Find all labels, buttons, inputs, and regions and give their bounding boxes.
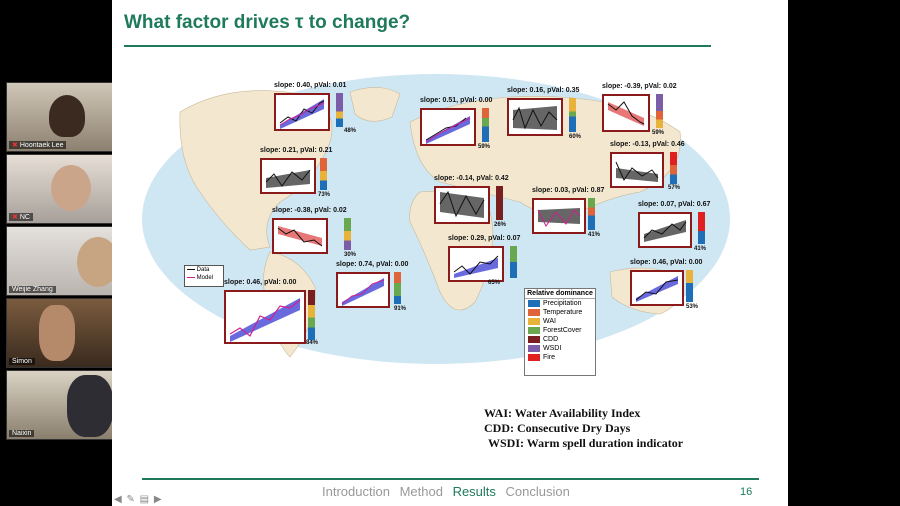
slide-title: What factor drives τ to change? <box>124 12 411 33</box>
panel-stat: slope: 0.21, pVal: 0.21 <box>260 147 333 154</box>
dominance-bar <box>588 198 595 230</box>
panel-plot <box>336 272 390 308</box>
panel-plot <box>532 198 586 234</box>
participant-name: Simon <box>9 358 35 365</box>
panel-plot <box>630 270 684 306</box>
menu-icon[interactable]: ▤ <box>139 494 151 505</box>
panel-stat: slope: 0.29, pVal: 0.07 <box>448 235 521 242</box>
panel-plot <box>274 93 330 131</box>
panel-percent: 26% <box>494 222 507 228</box>
pen-icon[interactable]: ✎ <box>126 494 136 505</box>
panel-percent: 59% <box>652 130 665 136</box>
panel-percent: 57% <box>668 185 681 191</box>
legend-item: Temperature <box>525 308 595 317</box>
participant-name: Weijie Zhang <box>9 286 56 293</box>
panel-stat: slope: -0.39, pVal: 0.02 <box>602 83 677 90</box>
participant-name: ✖ NC <box>9 213 33 221</box>
panel-plot <box>602 94 650 132</box>
panel-stat: slope: 0.74, pVal: 0.00 <box>336 261 409 268</box>
definition-wai: WAI: Water Availability Index <box>484 406 641 420</box>
definition-cdd: CDD: Consecutive Dry Days <box>484 421 631 435</box>
panel-plot <box>260 158 316 194</box>
presentation-slide: What factor drives τ to change? slope: 0… <box>112 0 788 506</box>
legend-model: Model <box>185 274 223 282</box>
dominance-bar <box>670 152 677 184</box>
participant-name: ✖ Hoontaek Lee <box>9 141 67 149</box>
panel-percent: 91% <box>394 306 407 312</box>
dominance-bar <box>656 94 663 128</box>
dominance-bar <box>336 93 343 127</box>
panel-plot <box>434 186 490 224</box>
panel-plot <box>272 218 328 254</box>
participant-video <box>51 165 91 211</box>
nav-conclusion[interactable]: Conclusion <box>505 484 570 499</box>
panel-percent: 84% <box>306 340 319 346</box>
participant-video <box>67 375 113 437</box>
dominance-bar <box>394 272 401 304</box>
dominance-bar <box>569 98 576 132</box>
panel-percent: 65% <box>488 280 501 286</box>
panel-plot <box>224 290 306 344</box>
legend-item: Fire <box>525 353 595 362</box>
panel-percent: 53% <box>686 304 699 310</box>
nav-results[interactable]: Results <box>452 484 496 499</box>
legend-data: Data <box>185 266 223 274</box>
panel-percent: 59% <box>478 144 491 150</box>
dominance-bar <box>496 186 503 220</box>
panel-plot <box>448 246 504 282</box>
dominance-bar <box>344 218 351 250</box>
series-legend: Data Model <box>184 265 224 287</box>
slide-controls[interactable]: ◀ ✎ ▤ ▶ <box>114 494 163 505</box>
legend-title: Relative dominance <box>525 289 595 299</box>
page-number: 16 <box>740 486 753 498</box>
panel-stat: slope: 0.40, pVal: 0.01 <box>274 82 347 89</box>
panel-stat: slope: 0.46, pVal: 0.00 <box>630 259 703 266</box>
title-divider <box>124 45 711 47</box>
prev-arrow-icon[interactable]: ◀ <box>114 494 123 505</box>
panel-percent: 48% <box>344 128 357 134</box>
mic-muted-icon: ✖ <box>12 214 18 221</box>
panel-stat: slope: 0.03, pVal: 0.87 <box>532 187 605 194</box>
abbreviation-definitions: WAI: Water Availability Index CDD: Conse… <box>484 406 683 451</box>
nav-introduction[interactable]: Introduction <box>322 484 390 499</box>
panel-stat: slope: 0.51, pVal: 0.00 <box>420 97 493 104</box>
relative-dominance-legend: Relative dominance Precipitation Tempera… <box>524 288 596 376</box>
participant-video <box>49 95 85 137</box>
panel-stat: slope: 0.07, pVal: 0.67 <box>638 201 711 208</box>
panel-plot <box>638 212 692 248</box>
panel-stat: slope: 0.16, pVal: 0.35 <box>507 87 580 94</box>
panel-percent: 60% <box>569 134 582 140</box>
dominance-bar <box>320 158 327 190</box>
panel-percent: 30% <box>344 252 357 258</box>
panel-stat: slope: -0.13, pVal: 0.46 <box>610 141 685 148</box>
mic-muted-icon: ✖ <box>12 142 18 149</box>
dominance-bar <box>510 246 517 278</box>
panel-percent: 41% <box>694 246 707 252</box>
definition-wsdi: WSDI: Warm spell duration indicator <box>488 436 684 450</box>
panel-stat: slope: -0.14, pVal: 0.42 <box>434 175 509 182</box>
next-arrow-icon[interactable]: ▶ <box>153 494 163 505</box>
panel-plot <box>420 108 476 146</box>
panel-plot <box>507 98 563 136</box>
participant-video <box>39 305 75 361</box>
dominance-bar <box>482 108 489 142</box>
panel-plot <box>610 152 664 188</box>
dominance-bar <box>698 212 705 244</box>
section-navigation: Introduction Method Results Conclusion <box>322 484 576 499</box>
legend-item: ForestCover <box>525 326 595 335</box>
legend-item: WSDI <box>525 344 595 353</box>
legend-item: WAI <box>525 317 595 326</box>
nav-method[interactable]: Method <box>399 484 443 499</box>
panel-percent: 41% <box>588 232 601 238</box>
dominance-bar <box>686 270 693 302</box>
legend-item: CDD <box>525 335 595 344</box>
panel-stat: slope: -0.38, pVal: 0.02 <box>272 207 347 214</box>
footer-divider <box>142 478 759 480</box>
panel-stat: slope: 0.46, pVal: 0.00 <box>224 279 297 286</box>
dominance-bar <box>308 290 315 340</box>
panel-percent: 73% <box>318 192 331 198</box>
participant-name: Naixin <box>9 430 35 437</box>
legend-item: Precipitation <box>525 299 595 308</box>
